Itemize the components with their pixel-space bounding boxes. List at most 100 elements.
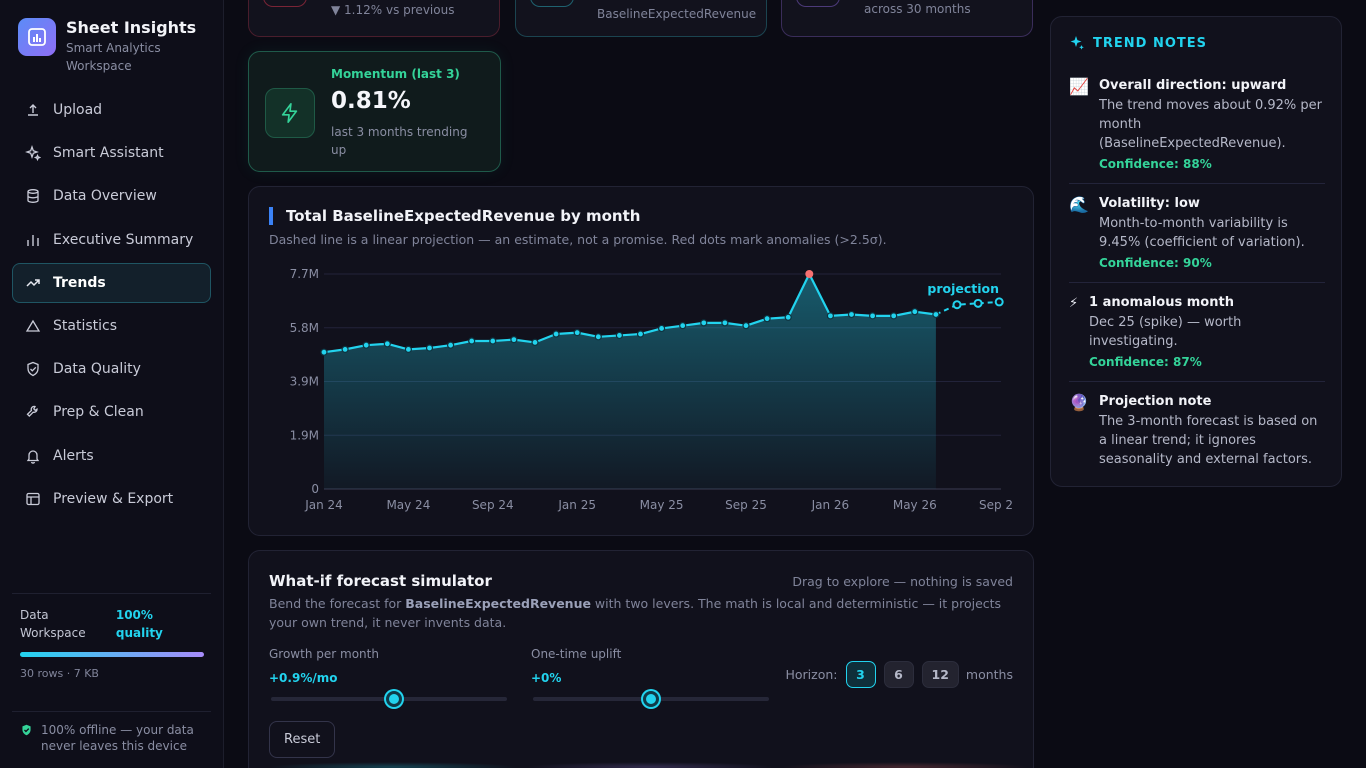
trending-up-icon — [26, 279, 40, 287]
kpi-note: ▼ 1.12% vs previous — [331, 3, 455, 17]
growth-slider-thumb[interactable] — [385, 691, 402, 707]
growth-slider[interactable] — [271, 691, 507, 707]
sidebar-item-prep-clean[interactable]: Prep & Clean — [12, 392, 211, 432]
kpi-note: BaselineExpectedRevenue — [597, 7, 757, 21]
projection-line — [935, 300, 1000, 316]
note-volatility: 🌊 Volatility: low Month-to-month variabi… — [1069, 195, 1325, 270]
horizon-option-12[interactable]: 12 — [921, 661, 959, 688]
brand[interactable]: Sheet Insights Smart Analytics Workspace — [18, 18, 196, 75]
sidebar-item-label: Data Overview — [53, 188, 157, 205]
desc-text: Bend the forecast for — [269, 596, 406, 611]
sidebar-item-label: Upload — [53, 102, 103, 118]
momentum-label: Momentum (last 3) — [331, 67, 460, 81]
uplift-slider[interactable] — [533, 691, 769, 707]
note-text: Month-to-month variability is 9.45% (coe… — [1099, 216, 1305, 250]
triangle-icon — [25, 319, 41, 332]
whatif-title: What-if forecast simulator — [269, 572, 492, 590]
trend-notes-title: TREND NOTES — [1093, 35, 1207, 51]
x-tick-label: May 24 — [386, 498, 430, 512]
data-point — [636, 330, 645, 338]
workspace-label: Data Workspace — [20, 608, 86, 640]
note-title: Overall direction: upward — [1099, 78, 1287, 93]
chart-up-icon: 📈 — [1069, 77, 1089, 96]
data-point — [489, 337, 497, 345]
note-projection: 🔮 Projection note The 3-month forecast i… — [1069, 393, 1325, 469]
workspace-status: Data Workspace 100% quality 30 rows · 7 … — [20, 606, 204, 680]
divider — [12, 711, 211, 712]
anomaly-point — [805, 270, 814, 278]
quality-progress-fill — [20, 652, 204, 657]
data-point — [552, 330, 560, 338]
sidebar-item-trends[interactable]: Trends — [12, 262, 211, 303]
y-tick-label: 3.9M — [290, 375, 319, 389]
data-point — [510, 336, 518, 344]
data-point — [784, 313, 792, 321]
bolt-icon — [265, 88, 315, 138]
sidebar-item-alerts[interactable]: Alerts — [12, 436, 211, 476]
data-point — [594, 333, 602, 341]
growth-lever: Growth per month +0.9%/mo — [269, 647, 509, 707]
workspace-quality: 100% quality — [115, 608, 163, 640]
note-anomaly: ⚡ 1 anomalous month Dec 25 (spike) — wor… — [1069, 294, 1325, 369]
sidebar-item-label: Data Quality — [53, 361, 141, 378]
sidebar-item-smart-assistant[interactable]: Smart Assistant — [12, 133, 211, 173]
uplift-slider-thumb[interactable] — [643, 691, 659, 707]
kpi-icon-frame — [796, 0, 840, 7]
sidebar-item-preview-export[interactable]: Preview & Export — [12, 479, 211, 519]
horizon-option-6[interactable]: 6 — [883, 661, 914, 688]
momentum-value: 0.81% — [331, 88, 411, 114]
area-fill — [324, 274, 936, 489]
horizon-selector: Horizon: 3 6 12 months — [785, 661, 1013, 688]
data-point — [911, 308, 919, 316]
desc-metric: BaselineExpectedRevenue — [405, 596, 591, 611]
uplift-value: +0% — [531, 671, 562, 685]
sidebar: Sheet Insights Smart Analytics Workspace… — [0, 0, 224, 768]
projection-point — [994, 297, 1004, 307]
sidebar-item-label: Alerts — [53, 447, 94, 464]
sidebar-item-label: Executive Summary — [53, 231, 194, 248]
data-point — [721, 319, 729, 327]
chart-title: Total BaselineExpectedRevenue by month — [269, 207, 640, 225]
shield-check-icon — [22, 724, 31, 736]
sidebar-nav: Upload Smart Assistant Data Overview Exe… — [12, 90, 211, 522]
horizon-label: Horizon: — [785, 667, 838, 682]
quality-progress-bar — [20, 652, 204, 657]
whatif-description: Bend the forecast for BaselineExpectedRe… — [269, 594, 1009, 632]
divider — [1069, 282, 1325, 283]
reset-button[interactable]: Reset — [269, 721, 336, 758]
trend-chart[interactable]: 0 1.9M 3.9M 5.8M 7.7M Jan 24 May 24 Sep 24 Jan 2… — [249, 187, 1035, 537]
app-subtitle: Smart Analytics Workspace — [66, 41, 161, 73]
horizon-option-3[interactable]: 3 — [845, 661, 876, 688]
sidebar-item-executive-summary[interactable]: Executive Summary — [12, 220, 211, 260]
note-text: The trend moves about 0.92% per month (B… — [1099, 98, 1322, 151]
projection-point — [952, 300, 962, 310]
crystal-ball-icon: 🔮 — [1069, 393, 1089, 412]
wrench-icon — [26, 406, 38, 418]
projection-label: projection — [927, 281, 999, 296]
sidebar-item-statistics[interactable]: Statistics — [12, 306, 211, 346]
next-card-glow — [780, 762, 1030, 768]
y-tick-label: 1.9M — [290, 428, 319, 442]
data-point — [826, 312, 835, 320]
upload-icon — [28, 104, 38, 116]
data-point — [763, 315, 771, 323]
sidebar-item-data-quality[interactable]: Data Quality — [12, 349, 211, 389]
data-point — [742, 322, 750, 330]
sidebar-item-data-overview[interactable]: Data Overview — [12, 176, 211, 216]
note-title: Projection note — [1099, 394, 1212, 409]
bell-icon — [26, 449, 40, 464]
horizon-unit: months — [965, 667, 1013, 682]
note-direction: 📈 Overall direction: upward The trend mo… — [1069, 77, 1325, 171]
kpi-card-metric: BaselineExpectedRevenue — [515, 0, 767, 37]
bar-chart-icon — [27, 234, 39, 246]
x-tick-label: Jan 25 — [557, 498, 596, 512]
next-card-glow — [525, 762, 775, 768]
sparkle-icon — [25, 145, 41, 162]
note-confidence: Confidence: 87% — [1089, 355, 1202, 369]
workspace-meta: 30 rows · 7 KB — [20, 667, 99, 680]
note-text: Dec 25 (spike) — worth investigating. — [1089, 315, 1242, 349]
divider — [1069, 183, 1325, 184]
sidebar-item-upload[interactable]: Upload — [12, 90, 211, 130]
data-point — [573, 329, 581, 337]
layout-icon — [26, 492, 40, 505]
